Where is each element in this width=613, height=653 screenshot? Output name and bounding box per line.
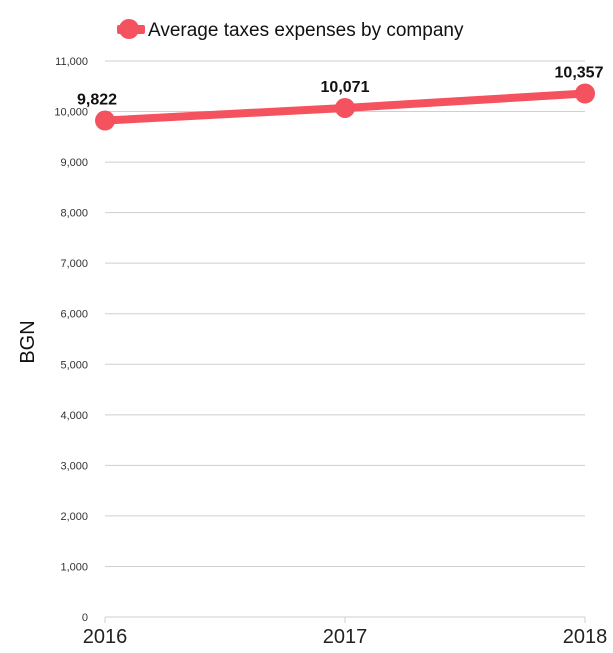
data-point (335, 97, 355, 118)
data-label: 9,822 (77, 92, 117, 109)
label-layer: 9,822 10,071 10,357 (77, 65, 604, 109)
x-tick-label: 2017 (323, 626, 368, 648)
data-point (95, 110, 115, 131)
y-tick-label: 0 (82, 612, 88, 624)
y-tick-label: 4,000 (60, 410, 88, 422)
y-tick-label: 7,000 (60, 258, 88, 270)
x-tick-label: 2018 (563, 626, 608, 648)
data-point (575, 83, 595, 104)
y-tick-label: 11,000 (55, 56, 88, 68)
data-label: 10,071 (321, 79, 370, 96)
data-label: 10,357 (555, 65, 604, 82)
y-tick-label: 8,000 (60, 208, 88, 220)
legend: Average taxes expenses by company (117, 19, 464, 41)
grid-layer (105, 60, 585, 567)
y-tick-label: 6,000 (60, 309, 88, 321)
y-tick-label: 2,000 (60, 511, 88, 523)
y-tick-label: 10,000 (54, 107, 88, 119)
y-tick-label: 1,000 (60, 561, 88, 573)
y-tick-label: 9,000 (60, 157, 88, 169)
y-axis-label: BGN (17, 320, 39, 363)
series-layer (95, 83, 595, 131)
legend-marker (119, 19, 139, 39)
y-tick-label: 5,000 (60, 359, 88, 371)
y-tick-label: 3,000 (60, 460, 88, 472)
x-tick-label: 2016 (83, 626, 128, 648)
legend-label: Average taxes expenses by company (148, 20, 464, 41)
axis-layer: 0 1,000 2,000 3,000 4,000 5,000 6,000 7,000 8,00… (54, 56, 607, 648)
